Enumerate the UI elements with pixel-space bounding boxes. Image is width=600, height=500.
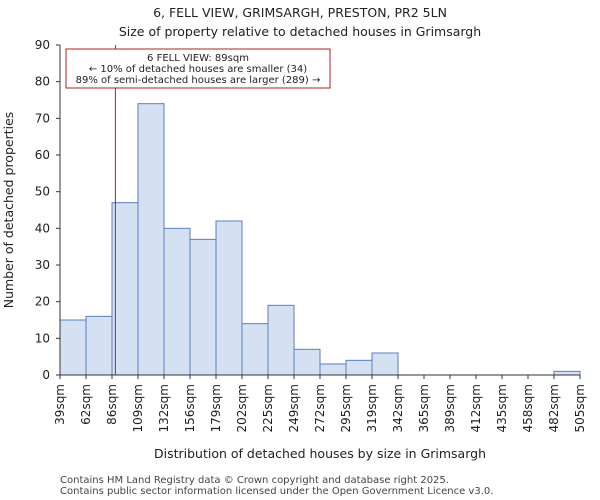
annotation-box: 6 FELL VIEW: 89sqm ← 10% of detached hou… xyxy=(65,48,331,89)
footer-line-2: Contains public sector information licen… xyxy=(60,486,493,497)
x-ticks-group: 39sqm 62sqm 86sqm 109sqm 132sqm 156sqm 179sqm 2… xyxy=(53,375,587,432)
bar-179sqm xyxy=(215,220,243,376)
x-tick-label-505sqm: 505sqm xyxy=(573,384,587,432)
bar-109sqm xyxy=(137,103,165,376)
x-tick-label-365sqm: 365sqm xyxy=(417,384,431,432)
x-tick-label-319sqm: 319sqm xyxy=(365,384,379,432)
y-tick-label-20: 20 xyxy=(35,295,50,309)
x-tick-label-412sqm: 412sqm xyxy=(469,384,483,432)
chart-title: 6, FELL VIEW, GRIMSARGH, PRESTON, PR2 5L… xyxy=(153,5,447,20)
x-tick-label-179sqm: 179sqm xyxy=(209,384,223,432)
bar-295sqm xyxy=(345,359,373,376)
annotation-box-border xyxy=(65,48,331,89)
x-tick-label-39sqm: 39sqm xyxy=(53,384,67,425)
bar-132sqm xyxy=(163,227,191,376)
annotation-line-2: ← 10% of detached houses are smaller (34… xyxy=(89,64,307,75)
x-tick-label-86sqm: 86sqm xyxy=(105,384,119,425)
x-tick-label-272sqm: 272sqm xyxy=(313,384,327,432)
x-tick-label-132sqm: 132sqm xyxy=(157,384,171,432)
y-axis-label: Number of detached properties xyxy=(1,112,16,309)
y-tick-label-70: 70 xyxy=(35,111,50,125)
bars-group xyxy=(59,103,581,376)
bar-319sqm xyxy=(371,352,399,376)
x-tick-label-62sqm: 62sqm xyxy=(79,384,93,425)
bar-225sqm xyxy=(267,304,295,376)
y-tick-label-90: 90 xyxy=(35,38,50,52)
annotation-line-3: 89% of semi-detached houses are larger (… xyxy=(76,75,321,86)
x-tick-label-249sqm: 249sqm xyxy=(287,384,301,432)
x-axis-label: Distribution of detached houses by size … xyxy=(154,446,486,461)
annotation-line-1: 6 FELL VIEW: 89sqm xyxy=(147,53,249,64)
bar-39sqm xyxy=(59,319,87,376)
x-tick-label-389sqm: 389sqm xyxy=(443,384,457,432)
chart-subtitle: Size of property relative to detached ho… xyxy=(119,24,481,39)
bar-86sqm xyxy=(111,202,139,376)
x-tick-label-225sqm: 225sqm xyxy=(261,384,275,432)
bar-156sqm xyxy=(189,238,217,376)
x-tick-label-482sqm: 482sqm xyxy=(547,384,561,432)
x-tick-label-202sqm: 202sqm xyxy=(235,384,249,432)
y-tick-label-0: 0 xyxy=(42,368,50,382)
y-tick-label-80: 80 xyxy=(35,75,50,89)
y-ticks-group: 0 10 20 30 40 50 60 70 80 90 xyxy=(35,38,60,382)
bar-249sqm xyxy=(293,348,321,376)
y-tick-label-30: 30 xyxy=(35,258,50,272)
x-tick-label-295sqm: 295sqm xyxy=(339,384,353,432)
bar-62sqm xyxy=(85,315,113,376)
y-tick-label-50: 50 xyxy=(35,185,50,199)
x-tick-label-458sqm: 458sqm xyxy=(521,384,535,432)
bar-202sqm xyxy=(241,323,269,376)
x-tick-label-435sqm: 435sqm xyxy=(495,384,509,432)
y-tick-label-40: 40 xyxy=(35,221,50,235)
footer-line-1: Contains HM Land Registry data © Crown c… xyxy=(60,475,449,486)
x-tick-label-109sqm: 109sqm xyxy=(131,384,145,432)
y-tick-label-60: 60 xyxy=(35,148,50,162)
x-tick-label-156sqm: 156sqm xyxy=(183,384,197,432)
bar-482sqm xyxy=(553,370,581,376)
bar-272sqm xyxy=(319,363,347,376)
y-tick-label-10: 10 xyxy=(35,331,50,345)
x-tick-label-342sqm: 342sqm xyxy=(391,384,405,432)
